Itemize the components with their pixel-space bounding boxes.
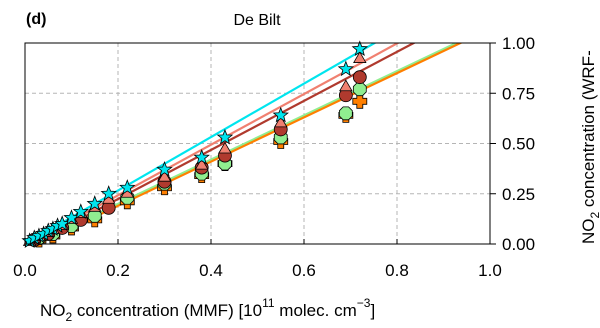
- data-point-triangle: [157, 169, 172, 182]
- y-tick-label: 0.00: [502, 235, 535, 254]
- data-point-star: [156, 161, 173, 177]
- y-tick-labels: 0.00 0.25 0.50 0.75 1.00: [502, 34, 535, 254]
- fit-line-5: [35, 43, 463, 244]
- data-point-triangle: [194, 157, 209, 170]
- x-tick-label: 0.8: [385, 261, 409, 280]
- y-tick-label: 1.00: [502, 34, 535, 53]
- x-tick-label: 0.0: [13, 261, 37, 280]
- data-point-star: [100, 185, 117, 201]
- data-point-star: [86, 195, 103, 211]
- data-point-triangle: [273, 115, 288, 128]
- x-tick-label: 0.2: [106, 261, 130, 280]
- chart-title: De Bilt: [233, 12, 281, 29]
- y-tick-label: 0.75: [502, 84, 535, 103]
- x-tick-label: 0.6: [292, 261, 316, 280]
- data-point-star: [272, 106, 289, 123]
- y-tick-label: 0.50: [502, 135, 535, 154]
- fit-line-4: [30, 43, 459, 244]
- data-point-star: [119, 179, 136, 195]
- axis-ticks: [24, 42, 496, 245]
- data-point-triangle: [339, 79, 353, 92]
- panel-label: (d): [26, 11, 46, 28]
- x-tick-label: 0.4: [199, 261, 223, 280]
- fit-line-2: [26, 43, 401, 244]
- x-tick-labels: 0.0 0.2 0.4 0.6 0.8 1.0: [13, 261, 502, 280]
- data-point-octagon: [87, 208, 102, 223]
- data-point-circle: [352, 70, 367, 85]
- data-point-octagon: [338, 106, 353, 121]
- data-point-plus: [352, 93, 368, 109]
- data-point-triangle: [218, 141, 232, 154]
- data-point-octagon: [352, 82, 367, 97]
- fit-line-1: [25, 43, 377, 244]
- y-axis-label: NO2 concentration (WRF-: [579, 50, 600, 244]
- y-tick-label: 0.25: [502, 185, 535, 204]
- data-point-triangle: [353, 51, 367, 63]
- data-point-star: [216, 128, 234, 145]
- data-point-star: [193, 148, 210, 165]
- x-axis-label: NO2 concentration (MMF) [1011 molec. cm−…: [40, 296, 375, 324]
- data-point-star: [72, 203, 89, 219]
- x-tick-label: 1.0: [478, 261, 502, 280]
- data-points: [21, 40, 368, 248]
- data-point-star: [337, 60, 355, 77]
- data-point-star: [351, 40, 368, 57]
